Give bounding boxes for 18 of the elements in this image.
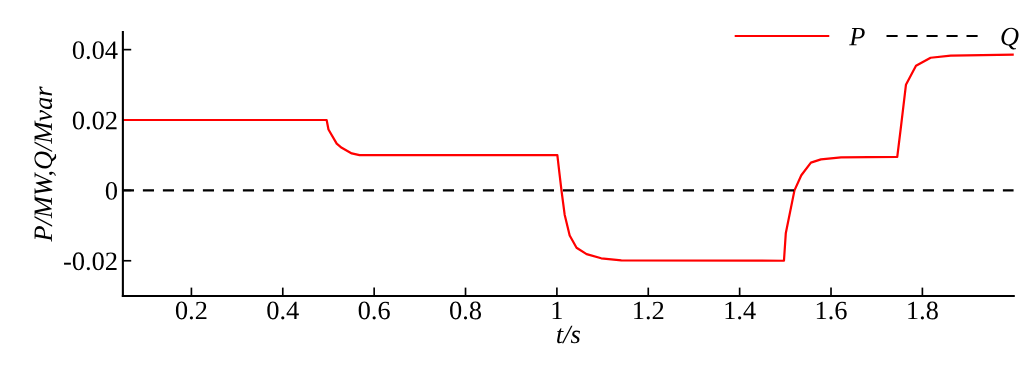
x-tick-label: 1.4 <box>725 301 756 320</box>
x-tick-label: 0.6 <box>358 301 390 320</box>
y-axis-title: P/MW,Q/Mvar <box>34 86 57 242</box>
x-tick-label: 1 <box>552 301 562 320</box>
y-tick-label: -0.02 <box>64 252 117 271</box>
x-tick-label: 1.8 <box>908 301 938 320</box>
x-axis-title: t/s <box>557 325 580 344</box>
line-series <box>122 53 1014 262</box>
y-tick-label: 0.04 <box>72 41 118 60</box>
x-tick-label: 0.4 <box>267 301 299 320</box>
legend-label: P <box>849 27 865 46</box>
y-tick-label: 0.02 <box>72 111 117 130</box>
legend-label: Q <box>1001 27 1019 50</box>
x-tick-label: 1.6 <box>816 301 847 320</box>
x-tick-label: 0.8 <box>450 301 482 320</box>
x-tick-label: 1.2 <box>634 301 664 320</box>
x-tick-label: 0.2 <box>175 301 207 320</box>
y-tick-label: 0 <box>105 181 118 200</box>
